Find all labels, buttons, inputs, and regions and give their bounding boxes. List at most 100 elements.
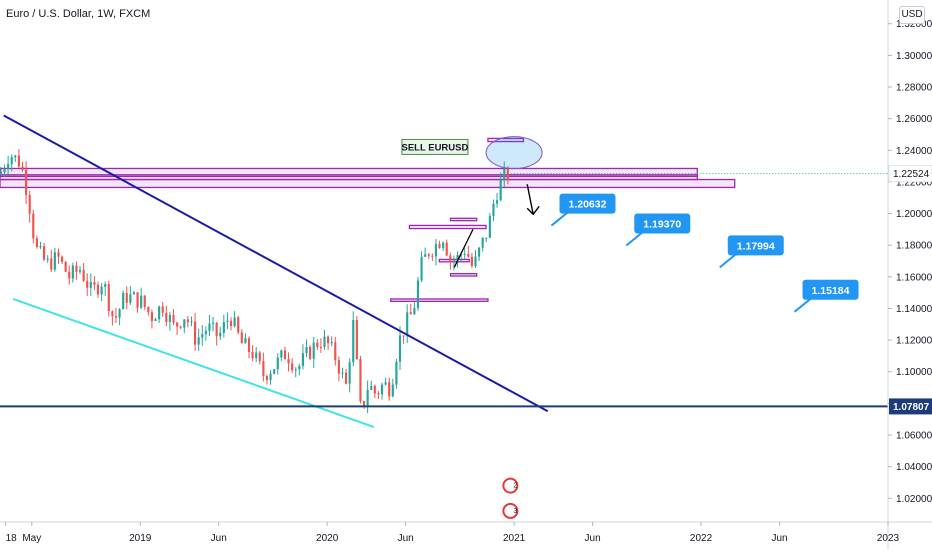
event-marker-icon <box>502 477 519 494</box>
candle-body <box>273 369 276 374</box>
candle-body <box>362 401 366 406</box>
candle-body <box>190 321 193 323</box>
candle-body <box>42 246 46 260</box>
candle-body <box>420 256 423 281</box>
zone-rect <box>0 167 698 178</box>
candle-body <box>449 255 452 262</box>
candle-body <box>456 254 459 261</box>
candle-body <box>503 168 506 180</box>
event-marker-count: 3 <box>513 508 517 515</box>
candle-body <box>391 384 394 397</box>
candle-body <box>143 295 146 308</box>
x-tick-label: 2021 <box>503 533 526 544</box>
y-tick-label: 1.12000 <box>896 336 932 347</box>
event-marker-icon <box>502 502 519 519</box>
candle-body <box>312 342 315 359</box>
candle-body <box>370 385 373 390</box>
zones <box>0 137 736 302</box>
candle-body <box>168 315 171 322</box>
candle-body <box>291 363 294 371</box>
candle-body <box>122 292 125 310</box>
candle-body <box>334 342 337 361</box>
candle-body <box>21 166 24 170</box>
trendlines <box>0 114 888 429</box>
candle-body <box>495 200 499 204</box>
y-tick-label: 1.02000 <box>896 494 932 505</box>
candle-body <box>377 393 380 395</box>
x-tick-label: Jun <box>585 533 601 544</box>
target-label: 1.15184 <box>812 285 850 297</box>
candle-body <box>154 319 157 321</box>
candle-body <box>488 216 491 238</box>
sell-label-box <box>401 138 469 155</box>
x-tick-label: Jun <box>211 533 227 544</box>
candle-body <box>244 338 247 344</box>
candle-body <box>179 326 182 328</box>
candle-body <box>186 319 189 323</box>
candle-body <box>10 157 13 165</box>
candle-body <box>118 309 121 318</box>
candle-body <box>93 282 96 285</box>
currency-button[interactable]: USD <box>899 6 925 24</box>
candle-body <box>129 294 132 303</box>
candle-body <box>233 317 236 327</box>
candle-body <box>46 258 49 260</box>
candle-body <box>485 237 488 239</box>
x-tick-label: 18 <box>6 533 18 544</box>
x-tick-label: 2022 <box>690 533 713 544</box>
trendline <box>12 298 375 429</box>
candle-body <box>158 306 161 320</box>
x-tick-label: 2019 <box>129 533 152 544</box>
candle-body <box>75 265 78 272</box>
candle-body <box>140 295 143 308</box>
candle-body <box>301 353 305 366</box>
candle-body <box>499 179 502 201</box>
candle-body <box>204 330 207 335</box>
candle-body <box>481 237 484 248</box>
candle-body <box>165 312 168 322</box>
y-tick-label: 1.32000 <box>896 19 932 30</box>
candle-body <box>107 284 110 312</box>
candle-body <box>136 292 139 308</box>
candle-body <box>104 284 107 287</box>
candle-body <box>424 254 427 257</box>
zone-rect <box>487 137 525 143</box>
down-arrow-shaft <box>526 184 534 215</box>
candle-body <box>147 307 150 313</box>
candle-body <box>96 284 100 295</box>
candle-body <box>86 280 89 288</box>
candle-body <box>463 253 466 255</box>
candle-body <box>294 369 297 371</box>
y-tick-label: 1.28000 <box>896 83 932 94</box>
candle-body <box>64 261 67 272</box>
y-tick-label: 1.30000 <box>896 51 932 62</box>
zone-rect <box>0 178 736 189</box>
candle-body <box>474 256 477 267</box>
target-box <box>559 193 616 214</box>
candle-body <box>348 362 351 384</box>
candle-body <box>60 256 64 262</box>
candle-body <box>402 335 405 337</box>
candle-body <box>25 169 28 195</box>
candle-body <box>319 347 322 349</box>
candle-body <box>283 350 287 360</box>
candle-body <box>262 361 265 377</box>
candle-body <box>323 336 326 348</box>
x-tick-label: Jun <box>398 533 414 544</box>
candle-body <box>211 322 215 324</box>
candle-body <box>183 319 186 328</box>
candle-body <box>78 270 82 272</box>
annotations: SELL EURUSD 1.20632 1.19370 1.17994 1.15184 2… <box>401 136 859 519</box>
target-label: 1.19370 <box>643 219 681 231</box>
current-price-label: 1.22524 <box>893 169 930 180</box>
target-pointer <box>793 298 812 313</box>
candle-body <box>452 260 456 262</box>
candle-body <box>438 244 441 248</box>
candle-body <box>352 320 355 363</box>
level-price-label: 1.07807 <box>893 402 930 413</box>
zone-rect <box>449 217 478 222</box>
candle-body <box>409 312 412 315</box>
